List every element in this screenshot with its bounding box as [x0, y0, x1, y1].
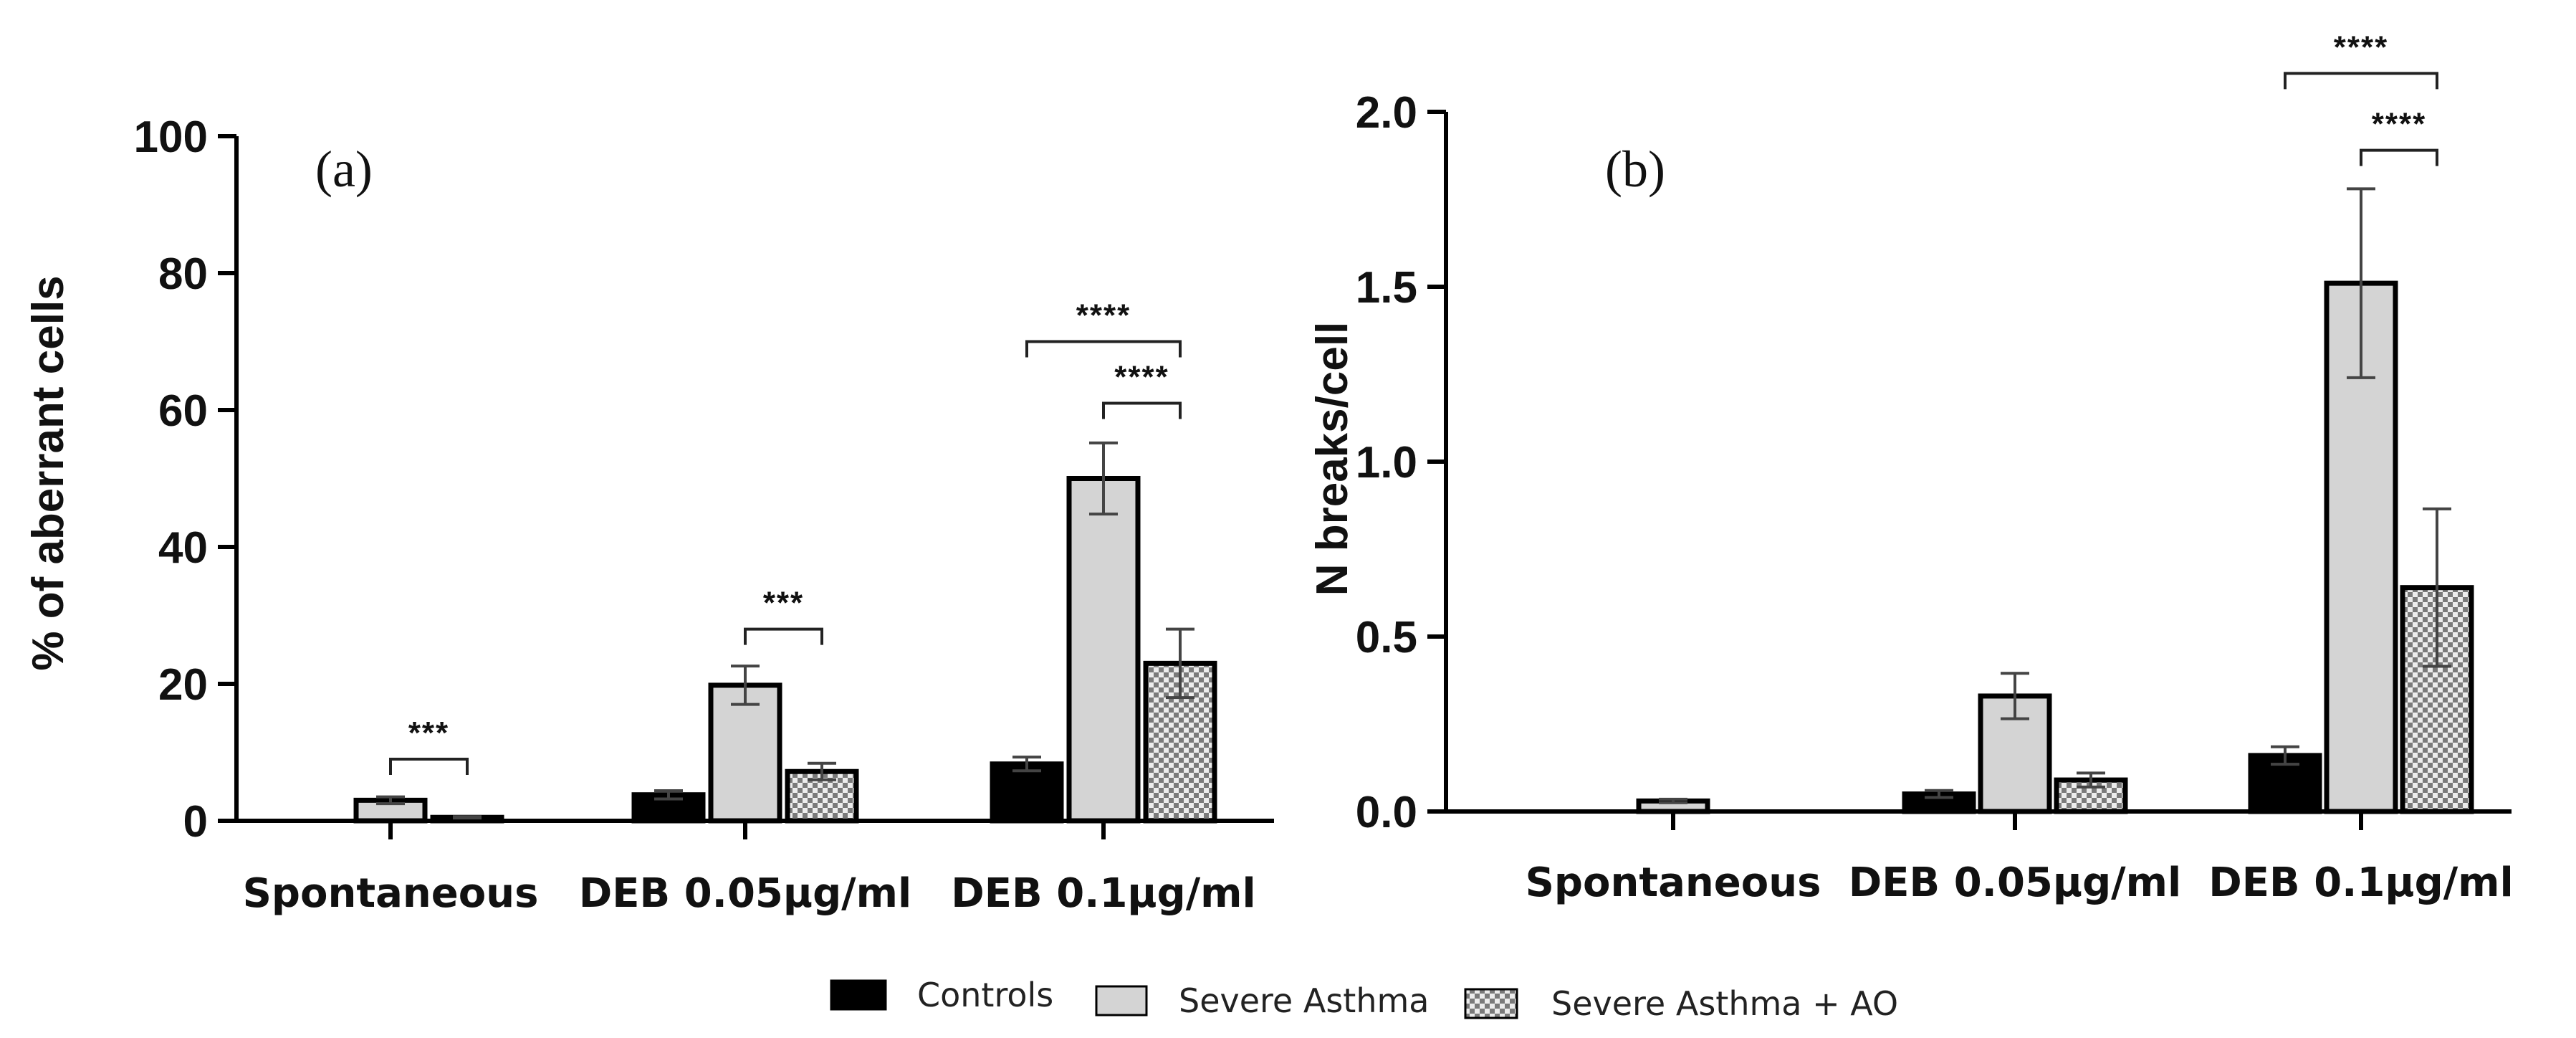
significance-bracket-b [2284, 72, 2438, 90]
x-tick-label-a: Spontaneous [243, 870, 539, 917]
error-bar-severe-asthma-a [376, 795, 405, 806]
y-tick-label-a: 20 [158, 660, 208, 710]
y-tick-label-a: 40 [158, 523, 208, 573]
bar-controls-a [990, 761, 1064, 824]
x-tick-label-b: Spontaneous [1526, 860, 1821, 906]
legend-label-severe-asthma: Severe Asthma [1179, 981, 1429, 1020]
y-tick-label-b: 1.5 [1356, 263, 1417, 313]
chart-panel-a: (a) % of aberrant cells 0 20 40 60 80 100 Spon… [24, 113, 1274, 917]
panel-label-b: (b) [1605, 141, 1665, 198]
significance-label-a: *** [408, 715, 449, 751]
legend-label-controls: Controls [917, 976, 1053, 1014]
x-tick-label-a: DEB 0.1μg/ml [951, 870, 1255, 917]
y-axis-label-a: % of aberrant cells [24, 275, 73, 670]
y-tick-label-b: 1.0 [1356, 438, 1417, 487]
error-bar-severe-asthma-ao-b [2077, 771, 2105, 789]
significance-bracket-a [744, 627, 823, 645]
significance-bracket-a [1102, 401, 1182, 419]
y-tick-label-a: 60 [158, 386, 208, 436]
error-bar-severe-asthma-a [1089, 441, 1118, 516]
legend-swatch-controls [830, 979, 887, 1011]
significance-bracket-a [389, 758, 469, 776]
legend: Controls Severe Asthma Severe Asthma + A… [830, 976, 1898, 1023]
chart-panel-b: (b) N breaks/cell 0.0 0.5 1.0 1.5 2.0 Spontan… [1308, 29, 2514, 906]
error-bar-severe-asthma-ao-b [2423, 507, 2451, 668]
legend-label-severe-asthma-ao: Severe Asthma + AO [1551, 984, 1898, 1023]
y-tick-label-a: 100 [134, 113, 208, 162]
error-bar-severe-asthma-ao-a [453, 815, 482, 820]
significance-label-b: **** [2334, 29, 2389, 65]
error-bar-severe-asthma-a [731, 665, 760, 706]
error-bar-controls-b [1925, 789, 1953, 799]
significance-label-a: *** [763, 586, 804, 621]
y-tick-label-b: 2.0 [1356, 88, 1417, 138]
error-bar-controls-a [1012, 756, 1041, 773]
significance-bracket-b [2360, 148, 2438, 166]
error-bar-severe-asthma-b [2347, 187, 2375, 379]
legend-swatch-severe-asthma [1095, 985, 1148, 1016]
legend-swatch-severe-asthma-ao [1464, 988, 1518, 1019]
error-bar-severe-asthma-b [2001, 672, 2029, 720]
significance-bracket-a [1025, 340, 1182, 358]
y-tick-label-a: 80 [158, 249, 208, 299]
error-bar-controls-a [654, 789, 683, 801]
x-tick-label-b: DEB 0.1μg/ml [2208, 860, 2513, 906]
significance-label-a: **** [1076, 298, 1131, 333]
x-tick-label-a: DEB 0.05μg/ml [579, 870, 911, 917]
y-tick-label-b: 0.5 [1356, 613, 1417, 662]
y-axis-label-b: N breaks/cell [1308, 322, 1357, 596]
error-bar-controls-b [2271, 745, 2299, 766]
error-bar-severe-asthma-b [1659, 797, 1687, 804]
panel-label-a: (a) [315, 141, 373, 198]
y-tick-label-b: 0.0 [1356, 788, 1417, 837]
significance-label-a: **** [1114, 359, 1169, 394]
significance-label-b: **** [2372, 107, 2427, 142]
x-tick-label-b: DEB 0.05μg/ml [1849, 860, 2181, 906]
error-bar-severe-asthma-ao-a [1166, 627, 1194, 700]
bar-severe-asthma-a [1066, 476, 1141, 824]
y-tick-label-a: 0 [183, 797, 208, 847]
error-bar-severe-asthma-ao-a [808, 761, 836, 781]
